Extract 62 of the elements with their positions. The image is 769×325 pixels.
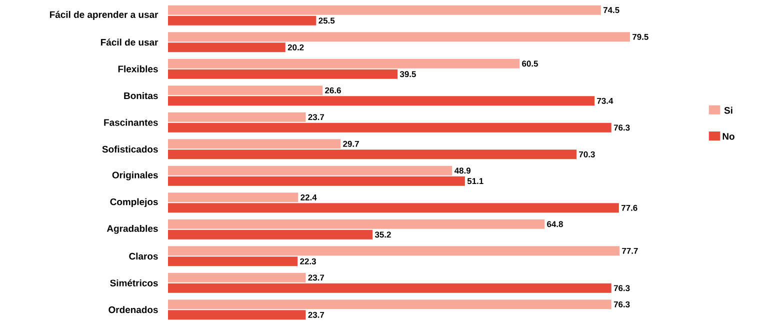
data-label: 26.6	[325, 87, 341, 94]
data-label: 35.2	[374, 232, 391, 238]
data-label: 48.9	[454, 168, 471, 174]
data-label: 60.5	[522, 60, 538, 67]
data-label: 76.3	[614, 285, 630, 292]
legend-label: No	[722, 133, 734, 140]
data-label: 22.4	[300, 194, 317, 200]
y-tick-label: Sofisticados	[102, 146, 158, 153]
bar	[168, 139, 341, 149]
data-label: 23.7	[308, 312, 324, 318]
bar	[168, 122, 612, 132]
bar	[168, 166, 452, 176]
bar	[168, 256, 298, 266]
bar	[168, 219, 545, 229]
data-label: 74.5	[603, 7, 620, 14]
data-label: 64.8	[547, 221, 563, 228]
data-label: 73.4	[597, 98, 614, 104]
bar	[168, 310, 306, 320]
data-label: 23.7	[308, 114, 324, 120]
data-label: 25.5	[318, 18, 335, 24]
bar	[168, 300, 612, 310]
y-tick-label: Fácil de usar	[101, 38, 158, 46]
bar	[168, 150, 576, 160]
data-label: 76.3	[614, 124, 630, 131]
data-label: 77.6	[621, 204, 638, 211]
y-tick-label: Originales	[112, 171, 158, 180]
data-label: 76.3	[614, 301, 630, 308]
data-label: 23.7	[308, 274, 324, 281]
bar	[168, 86, 323, 96]
data-label: 29.7	[343, 140, 359, 147]
data-label: 22.3	[300, 258, 316, 264]
bar	[168, 42, 286, 52]
bar	[168, 246, 620, 256]
data-label: 79.5	[632, 34, 648, 40]
bar	[168, 58, 520, 68]
data-label: 77.7	[622, 248, 638, 254]
y-tick-label: Flexibles	[118, 65, 158, 72]
bar	[168, 112, 306, 122]
bar	[168, 176, 465, 186]
bar	[168, 283, 612, 293]
data-label: 51.1	[467, 178, 484, 184]
y-tick-label: Claros	[129, 252, 158, 260]
legend-label: Si	[724, 106, 732, 114]
bar	[168, 272, 306, 282]
y-tick-label: Fácil de aprender a usar	[50, 10, 158, 20]
y-tick-label: Fascinantes	[104, 118, 158, 126]
y-tick-label: Agradables	[106, 224, 158, 234]
data-label: 70.3	[579, 151, 595, 158]
bar	[168, 192, 298, 202]
data-label: 39.5	[400, 71, 416, 78]
y-tick-label: Complejos	[110, 198, 158, 208]
bar	[168, 69, 398, 79]
bar	[168, 230, 373, 240]
bar	[168, 96, 595, 106]
y-tick-label: Ordenados	[108, 306, 158, 314]
y-tick-label: Bonitas	[124, 92, 158, 100]
bar	[168, 203, 619, 213]
bar	[168, 5, 601, 15]
bar	[168, 16, 316, 26]
data-label: 20.2	[288, 44, 304, 50]
bar	[168, 32, 630, 42]
y-tick-label: Simétricos	[110, 279, 158, 286]
